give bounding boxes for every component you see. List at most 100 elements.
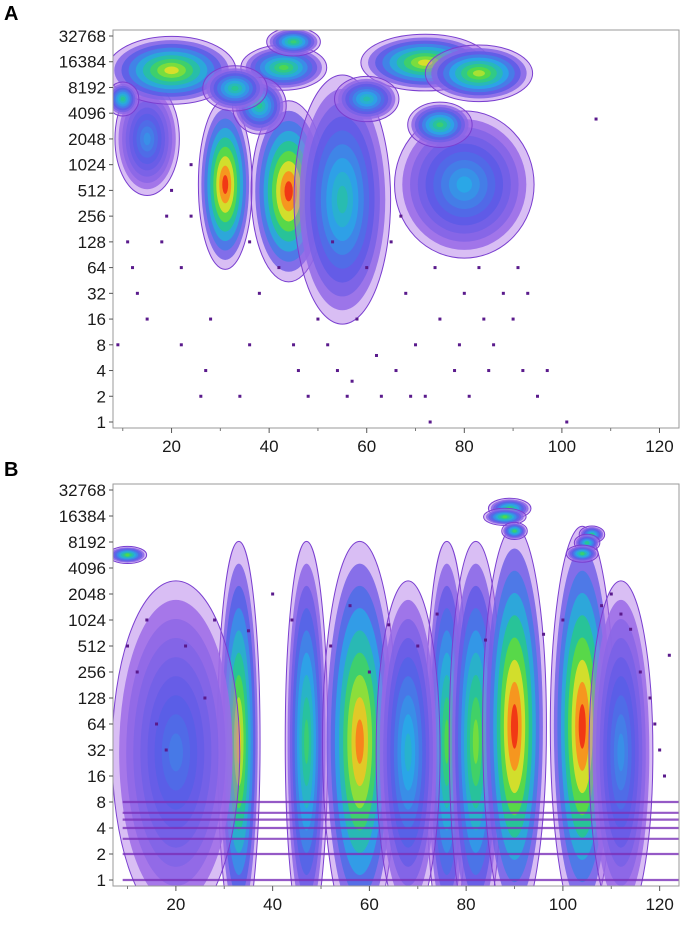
scatter-point bbox=[561, 618, 565, 622]
scatter-point bbox=[246, 629, 250, 633]
scatter-point bbox=[348, 604, 352, 608]
y-tick-label: 1 bbox=[97, 871, 106, 890]
scatter-point bbox=[409, 394, 413, 398]
scatter-point bbox=[126, 240, 130, 244]
panel-b-plot-area bbox=[113, 497, 679, 886]
y-tick-label: 512 bbox=[78, 637, 106, 656]
scatter-point bbox=[329, 644, 333, 648]
scatter-point bbox=[648, 696, 652, 700]
scatter-point bbox=[257, 291, 261, 295]
density-cluster bbox=[284, 540, 329, 886]
density-contour bbox=[336, 185, 348, 214]
y-tick-label: 32 bbox=[87, 741, 106, 760]
scatter-point bbox=[435, 612, 439, 616]
density-cluster bbox=[334, 75, 400, 123]
scatter-point bbox=[306, 394, 310, 398]
scatter-point bbox=[135, 670, 139, 674]
y-tick-label: 2 bbox=[97, 845, 106, 864]
density-cluster bbox=[588, 580, 654, 886]
density-cluster bbox=[501, 521, 528, 541]
panel-a-plot-area bbox=[113, 30, 598, 424]
scatter-point bbox=[609, 592, 613, 596]
density-contour bbox=[231, 85, 239, 91]
scatter-point bbox=[545, 369, 549, 373]
density-contour bbox=[418, 59, 433, 66]
x-tick-label: 40 bbox=[260, 437, 279, 456]
density-contour bbox=[279, 65, 289, 71]
y-tick-label: 8192 bbox=[68, 78, 106, 97]
density-contour bbox=[363, 96, 371, 102]
scatter-point bbox=[179, 266, 183, 270]
panel-b: B 20 40 60 80 100 120124816326412825651210242… bbox=[4, 459, 680, 914]
scatter-point bbox=[116, 343, 120, 347]
scatter-point bbox=[135, 291, 139, 295]
panel-b-frame bbox=[112, 483, 680, 887]
scatter-point bbox=[399, 214, 403, 218]
scatter-point bbox=[271, 592, 275, 596]
scatter-point bbox=[453, 369, 457, 373]
density-contour bbox=[436, 122, 444, 128]
x-tick-label: 100 bbox=[549, 895, 577, 914]
scatter-point bbox=[477, 266, 481, 270]
y-tick-label: 16 bbox=[87, 310, 106, 329]
scatter-point bbox=[536, 394, 539, 398]
scatter-point bbox=[350, 379, 354, 383]
y-tick-label: 32768 bbox=[59, 481, 106, 500]
scatter-point bbox=[516, 266, 520, 270]
scatter-point bbox=[467, 394, 471, 398]
y-tick-label: 16384 bbox=[59, 507, 106, 526]
density-cluster bbox=[565, 544, 599, 563]
scatter-point bbox=[326, 343, 330, 347]
x-tick-label: 40 bbox=[263, 895, 282, 914]
scatter-points bbox=[116, 117, 598, 424]
y-tick-label: 1024 bbox=[68, 156, 106, 175]
y-tick-label: 16384 bbox=[59, 53, 106, 72]
y-tick-label: 64 bbox=[87, 259, 106, 278]
scatter-point bbox=[367, 670, 371, 674]
density-contour bbox=[222, 175, 229, 194]
density-cluster bbox=[197, 99, 253, 270]
scatter-point bbox=[629, 627, 633, 631]
scatter-point bbox=[389, 240, 393, 244]
scatter-point bbox=[653, 722, 657, 726]
scatter-point bbox=[600, 604, 604, 608]
x-tick-label: 20 bbox=[166, 895, 185, 914]
scatter-point bbox=[565, 420, 569, 424]
density-contour bbox=[617, 733, 625, 772]
y-tick-label: 8 bbox=[97, 336, 106, 355]
scatter-point bbox=[248, 240, 252, 244]
scatter-point bbox=[511, 317, 515, 321]
density-cluster bbox=[113, 580, 241, 886]
scatter-point bbox=[462, 291, 466, 295]
y-tick-label: 1024 bbox=[68, 611, 106, 630]
scatter-point bbox=[203, 696, 207, 700]
density-cluster bbox=[240, 44, 328, 91]
density-contour bbox=[355, 719, 364, 764]
density-contour bbox=[304, 719, 309, 764]
scatter-point bbox=[145, 618, 149, 622]
x-tick-label: 120 bbox=[645, 437, 673, 456]
y-tick-label: 4 bbox=[97, 362, 106, 381]
scatter-point bbox=[204, 369, 208, 373]
scatter-point bbox=[594, 117, 598, 121]
scatter-point bbox=[296, 369, 300, 373]
density-cluster bbox=[407, 101, 473, 148]
density-cluster bbox=[394, 110, 535, 259]
scatter-point bbox=[619, 612, 623, 616]
density-contour bbox=[585, 541, 590, 545]
density-cluster bbox=[482, 525, 547, 886]
density-cluster bbox=[266, 30, 321, 57]
density-contour bbox=[168, 733, 183, 772]
scatter-point bbox=[189, 163, 193, 167]
density-cluster bbox=[114, 81, 180, 197]
y-tick-label: 4 bbox=[97, 819, 106, 838]
x-tick-label: 80 bbox=[455, 437, 474, 456]
scatter-point bbox=[658, 748, 662, 752]
density-contour bbox=[164, 66, 179, 75]
scatter-point bbox=[170, 188, 174, 192]
scatter-point bbox=[379, 394, 383, 398]
scatter-point bbox=[638, 670, 642, 674]
density-contour bbox=[502, 515, 508, 519]
density-cluster bbox=[483, 507, 527, 526]
y-tick-label: 512 bbox=[78, 181, 106, 200]
